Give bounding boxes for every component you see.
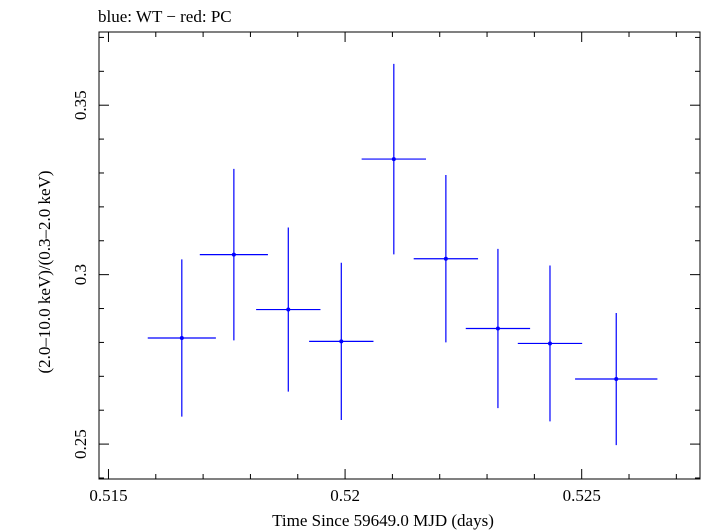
y-tick-label: 0.3 [71,264,90,285]
axis-ticks [99,32,700,479]
plot-frame [98,31,701,480]
data-point [199,168,268,341]
tick-labels: 0.515 0.52 0.525 0.25 0.3 0.35 [71,90,601,505]
data-point [413,175,479,343]
y-tick-label: 0.35 [71,90,90,120]
point-marker [179,336,184,341]
data-point [361,63,427,255]
x-tick-label: 0.525 [563,486,601,505]
data-point [147,259,216,417]
point-marker [443,256,448,261]
point-marker [547,341,552,346]
chart-title: blue: WT − red: PC [98,7,232,26]
point-marker [614,377,619,382]
point-marker [339,339,344,344]
point-marker [495,326,500,331]
data-point [465,248,531,409]
x-tick-label: 0.515 [89,486,127,505]
point-marker [391,157,396,162]
x-tick-label: 0.52 [330,486,360,505]
data-point [309,262,374,421]
data-point [517,265,583,422]
data-point [575,312,658,446]
y-axis-label: (2.0–10.0 keV)/(0.3–2.0 keV) [35,170,54,373]
x-axis-label: Time Since 59649.0 MJD (days) [272,511,494,530]
y-tick-label: 0.25 [71,429,90,459]
point-marker [286,307,291,312]
data-point [256,227,321,392]
data-points [147,63,658,446]
point-marker [231,252,236,257]
